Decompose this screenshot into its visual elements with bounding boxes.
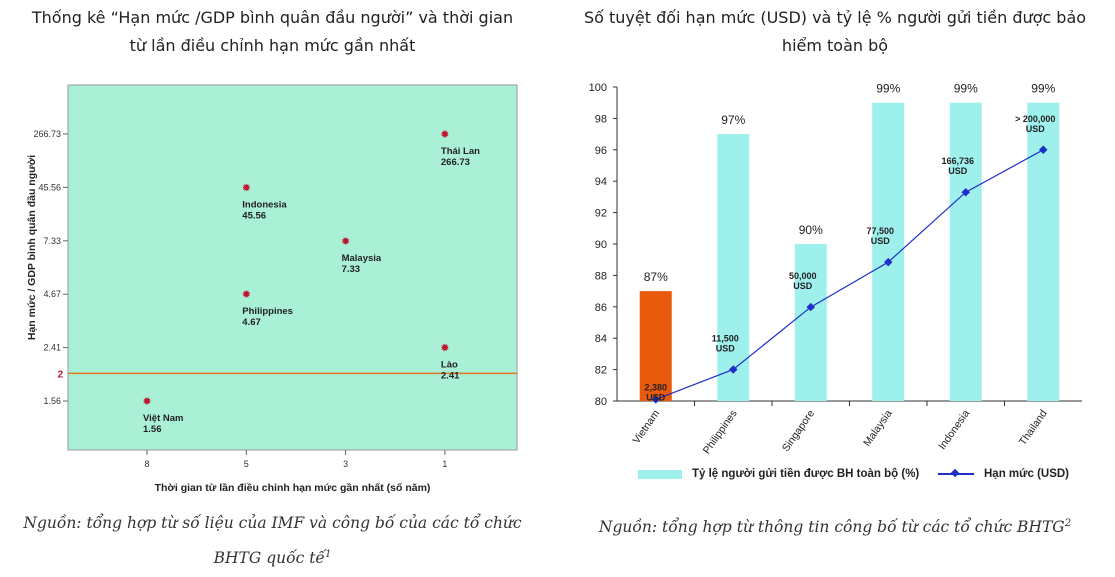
y-tick-label: 4.67 xyxy=(43,289,61,299)
y-tick-label: 88 xyxy=(595,270,607,282)
limit-unit-label: USD xyxy=(793,281,813,291)
limit-value-label: 77,500 xyxy=(866,226,894,236)
x-category-label: Thailand xyxy=(1017,408,1050,448)
left-source-line-2: BHTG quốc tế xyxy=(213,549,325,568)
right-source-line: Nguồn: tổng hợp từ thông tin công bố từ … xyxy=(598,518,1065,537)
left-title-line-2: từ lần điều chỉnh hạn mức gần nhất xyxy=(129,36,416,55)
y-tick-label: 96 xyxy=(595,145,607,157)
point-name-label: Việt Nam xyxy=(143,413,183,424)
point-value-label: 7.33 xyxy=(342,264,361,275)
y-tick-label: 7.33 xyxy=(43,236,61,246)
limit-unit-label: USD xyxy=(646,392,666,402)
x-axis-label: Thời gian từ lần điều chỉnh hạn mức gần … xyxy=(155,482,431,494)
bar-value-label: 90% xyxy=(799,223,823,237)
y-tick-label: 80 xyxy=(595,396,607,408)
x-category-label: Malaysia xyxy=(861,408,895,449)
point-name-label: Lào xyxy=(441,360,458,371)
legend-item-bar: Tỷ lệ người gửi tiền được BH toàn bộ (%) xyxy=(638,468,919,480)
x-tick-label: 3 xyxy=(343,459,348,469)
y-tick-label: 100 xyxy=(589,82,607,94)
scatter-point: ✹ xyxy=(142,396,151,408)
point-value-label: 4.67 xyxy=(242,317,260,328)
y-tick-label: 82 xyxy=(595,365,607,377)
scatter-point: ✹ xyxy=(341,236,350,248)
scatter-chart: 1.56 2.41 4.67 7.33 45.56 266.73 8 5 3 1 2 ✹ Việt Na… xyxy=(26,84,518,494)
limit-value-label: 11,500 xyxy=(712,333,739,343)
legend-line-label: Hạn mức (USD) xyxy=(984,468,1070,480)
right-source-note: Nguồn: tổng hợp từ thông tin công bố từ … xyxy=(555,508,1115,543)
point-name-label: Philippines xyxy=(242,306,293,317)
limit-value-label: > 200,000 xyxy=(1015,114,1055,124)
left-chart-title: Thống kê “Hạn mức /GDP bình quân đầu ngư… xyxy=(0,4,545,60)
legend-item-line: Hạn mức (USD) xyxy=(938,468,1069,480)
y-tick-label: 266.73 xyxy=(33,129,61,139)
limit-unit-label: USD xyxy=(1026,124,1046,134)
legend-line-swatch xyxy=(938,473,974,475)
bar xyxy=(639,291,672,401)
y-tick-label: 2.41 xyxy=(43,343,61,353)
legend-bar-swatch xyxy=(638,469,682,479)
plot-area xyxy=(67,84,518,451)
left-source-line-1: Nguồn: tổng hợp từ số liệu của IMF và cô… xyxy=(23,514,522,532)
legend-bar-label: Tỷ lệ người gửi tiền được BH toàn bộ (%) xyxy=(692,468,920,480)
y-tick-label: 94 xyxy=(595,176,607,188)
y-tick-label: 98 xyxy=(595,113,607,125)
bar-value-label: 99% xyxy=(876,82,900,96)
limit-unit-label: USD xyxy=(871,236,891,246)
x-category-label: Indonesia xyxy=(936,408,972,452)
right-chart-title: Số tuyệt đối hạn mức (USD) và tỷ lệ % ng… xyxy=(555,4,1115,60)
limit-value-label: 50,000 xyxy=(789,271,817,281)
y-tick-label: 84 xyxy=(595,333,607,345)
scatter-point: ✹ xyxy=(440,129,449,141)
limit-series-point xyxy=(806,302,815,312)
right-source-footnote: 2 xyxy=(1064,518,1072,529)
scatter-point: ✹ xyxy=(242,182,251,194)
x-tick-label: 5 xyxy=(244,459,249,469)
bar xyxy=(717,134,750,401)
bar-value-label: 87% xyxy=(644,270,668,284)
bar-value-label: 97% xyxy=(721,113,745,127)
x-category-label: Singapore xyxy=(780,408,817,454)
point-name-label: Thái Lan xyxy=(441,146,480,157)
bar-value-label: 99% xyxy=(954,82,978,96)
bar-line-chart: 80 82 84 86 88 90 92 94 96 98 100 87% 97% 90% 99% 99% 99… xyxy=(589,82,1082,456)
limit-series-point xyxy=(651,395,660,404)
limit-value-label: 166,736 xyxy=(941,156,974,166)
x-category-label: Vietnam xyxy=(630,408,662,446)
x-category-label: Philippines xyxy=(701,408,740,456)
x-tick-label: 8 xyxy=(144,459,149,469)
limit-series-point xyxy=(729,365,738,374)
y-tick-label: 92 xyxy=(595,208,607,220)
right-title-line-1: Số tuyệt đối hạn mức (USD) và tỷ lệ % ng… xyxy=(583,8,1087,27)
chart-legend: Tỷ lệ người gửi tiền được BH toàn bộ (%)… xyxy=(638,465,1098,487)
bar-value-label: 99% xyxy=(1031,82,1055,96)
limit-unit-label: USD xyxy=(716,343,736,353)
point-value-label: 45.56 xyxy=(242,210,266,221)
limit-value-label: 2,380 xyxy=(644,382,667,392)
limit-unit-label: USD xyxy=(948,166,968,176)
point-value-label: 1.56 xyxy=(143,424,162,435)
bar xyxy=(949,102,982,401)
left-source-note: Nguồn: tổng hợp từ số liệu của IMF và cô… xyxy=(0,508,545,574)
y-tick-label: 45.56 xyxy=(38,182,61,192)
x-tick-label: 1 xyxy=(442,459,447,469)
scatter-point: ✹ xyxy=(440,343,449,355)
point-name-label: Indonesia xyxy=(242,199,287,210)
y-tick-label: 86 xyxy=(595,302,607,314)
right-title-line-2: hiểm toàn bộ xyxy=(781,36,889,55)
point-value-label: 2.41 xyxy=(441,371,460,382)
point-value-label: 266.73 xyxy=(441,157,470,168)
limit-series-line xyxy=(655,149,1044,400)
threshold-label: 2 xyxy=(57,369,63,380)
point-name-label: Malaysia xyxy=(342,253,382,264)
y-axis-label: Hạn mức / GDP bình quân đầu người xyxy=(26,155,38,340)
left-title-line-1: Thống kê “Hạn mức /GDP bình quân đầu ngư… xyxy=(31,8,514,27)
bar xyxy=(794,244,827,401)
y-tick-label: 1.56 xyxy=(43,396,61,406)
left-source-footnote: 1 xyxy=(324,549,332,560)
scatter-point: ✹ xyxy=(242,289,251,301)
y-tick-label: 90 xyxy=(595,239,607,251)
